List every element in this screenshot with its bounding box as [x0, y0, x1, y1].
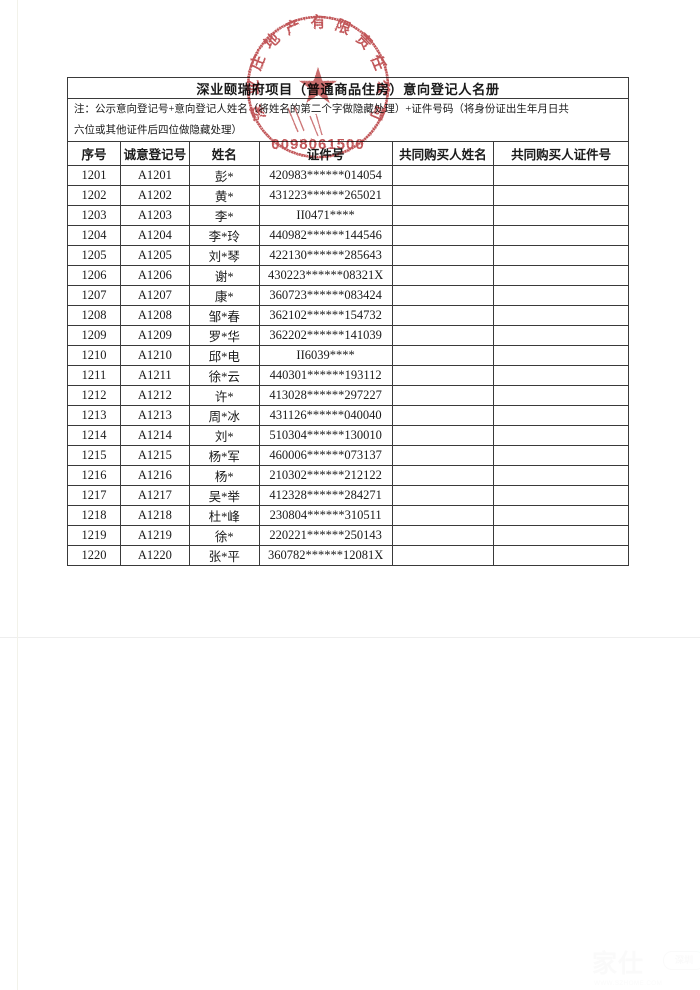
- svg-text:公: 公: [374, 80, 391, 95]
- svg-text:业: 业: [245, 80, 262, 95]
- svg-text:有: 有: [310, 13, 325, 31]
- svg-text:责: 责: [352, 30, 375, 53]
- svg-text:地: 地: [260, 30, 283, 53]
- svg-text:0098061500: 0098061500: [271, 136, 364, 153]
